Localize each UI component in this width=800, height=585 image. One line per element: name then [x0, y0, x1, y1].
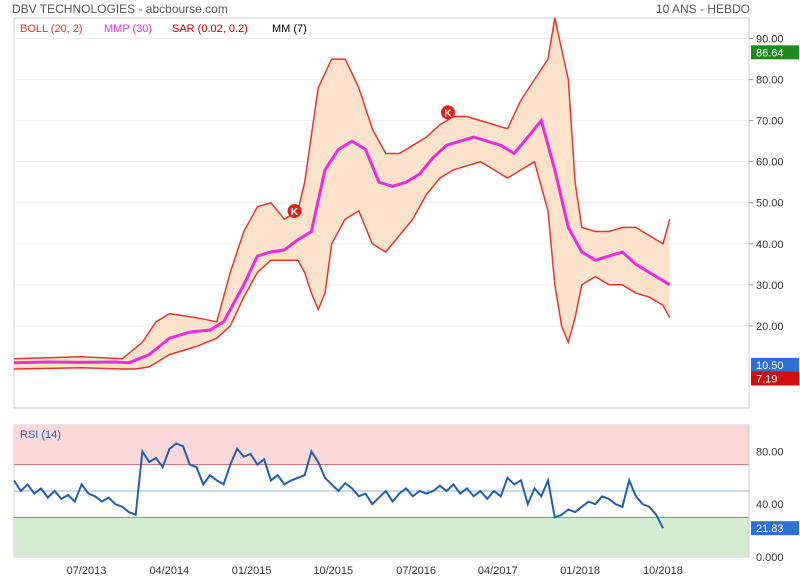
chart-title: DBV TECHNOLOGIES - abcbourse.com: [12, 2, 228, 16]
x-tick-label: 01/2015: [232, 565, 272, 577]
rsi-last-value-badge: [751, 521, 799, 536]
price-legend-item: MM (7): [272, 23, 307, 35]
price-tick-label: 30.00: [756, 280, 784, 292]
price-legend: BOLL (20, 2) MMP (30) SAR (0.02, 0.2) MM (7…: [20, 23, 307, 35]
x-tick-label: 07/2013: [67, 565, 107, 577]
last-value-badge: [751, 357, 799, 372]
price-legend-item: BOLL (20, 2): [20, 23, 83, 35]
price-series-1: [13, 17, 671, 360]
price-legend-item: MMP (30): [104, 23, 152, 35]
x-tick-label: 01/2018: [560, 565, 600, 577]
x-tick-label: 07/2016: [396, 565, 436, 577]
rsi-tick-label: 80.00: [756, 446, 784, 458]
period-label: 10 ANS - HEBDO: [656, 2, 750, 16]
price-legend-item: SAR (0.02, 0.2): [172, 23, 248, 35]
last-value-text: 86.64: [756, 47, 784, 59]
signal-marker: [287, 203, 302, 218]
bollinger-band-fill: [14, 18, 670, 369]
price-tick-label: 50.00: [756, 198, 784, 210]
last-value-badge: [751, 371, 799, 386]
rsi-legend: RSI (14): [20, 429, 61, 441]
rsi-tick-label: 40.00: [756, 499, 784, 511]
rsi-oversold-band: [14, 517, 749, 557]
signal-marker-label: K: [444, 108, 452, 119]
rsi-legend-item: RSI (14): [20, 429, 61, 441]
rsi-series-line: [13, 442, 664, 529]
rsi-last-value-text: 21.83: [756, 523, 784, 535]
price-series-2: [13, 160, 671, 370]
rsi-overbought-band: [14, 425, 749, 465]
x-tick-label: 04/2017: [478, 565, 518, 577]
rsi-series-group: [13, 442, 664, 529]
price-tick-label: 60.00: [756, 157, 784, 169]
price-tick-label: 90.00: [756, 34, 784, 46]
rsi-y-axis: 80.00 40.00 0.000 21.83: [748, 425, 799, 564]
last-value-text: 10.50: [756, 360, 784, 372]
x-axis: 07/2013 04/2014 01/2015 10/2015 07/2016 04/20…: [67, 565, 683, 577]
price-tick-label: 80.00: [756, 75, 784, 87]
signal-marker-label: K: [291, 207, 299, 218]
signal-marker: [440, 105, 455, 120]
x-tick-label: 04/2014: [149, 565, 189, 577]
price-tick-label: 20.00: [756, 321, 784, 333]
price-tick-label: 40.00: [756, 239, 784, 251]
rsi-tick-label: 0.000: [756, 552, 784, 564]
last-value-badge: [751, 45, 799, 60]
rsi-bands: [14, 425, 749, 557]
price-y-axis: 90.00 80.00 70.00 60.00 50.00 40.00 30.00 20.00…: [748, 18, 799, 408]
x-tick-label: 10/2018: [643, 565, 683, 577]
price-tick-label: 70.00: [756, 116, 784, 128]
price-series-0: [13, 117, 671, 365]
x-tick-label: 10/2015: [313, 565, 353, 577]
price-series-group: KK: [13, 17, 671, 370]
last-value-text: 7.19: [756, 373, 777, 385]
